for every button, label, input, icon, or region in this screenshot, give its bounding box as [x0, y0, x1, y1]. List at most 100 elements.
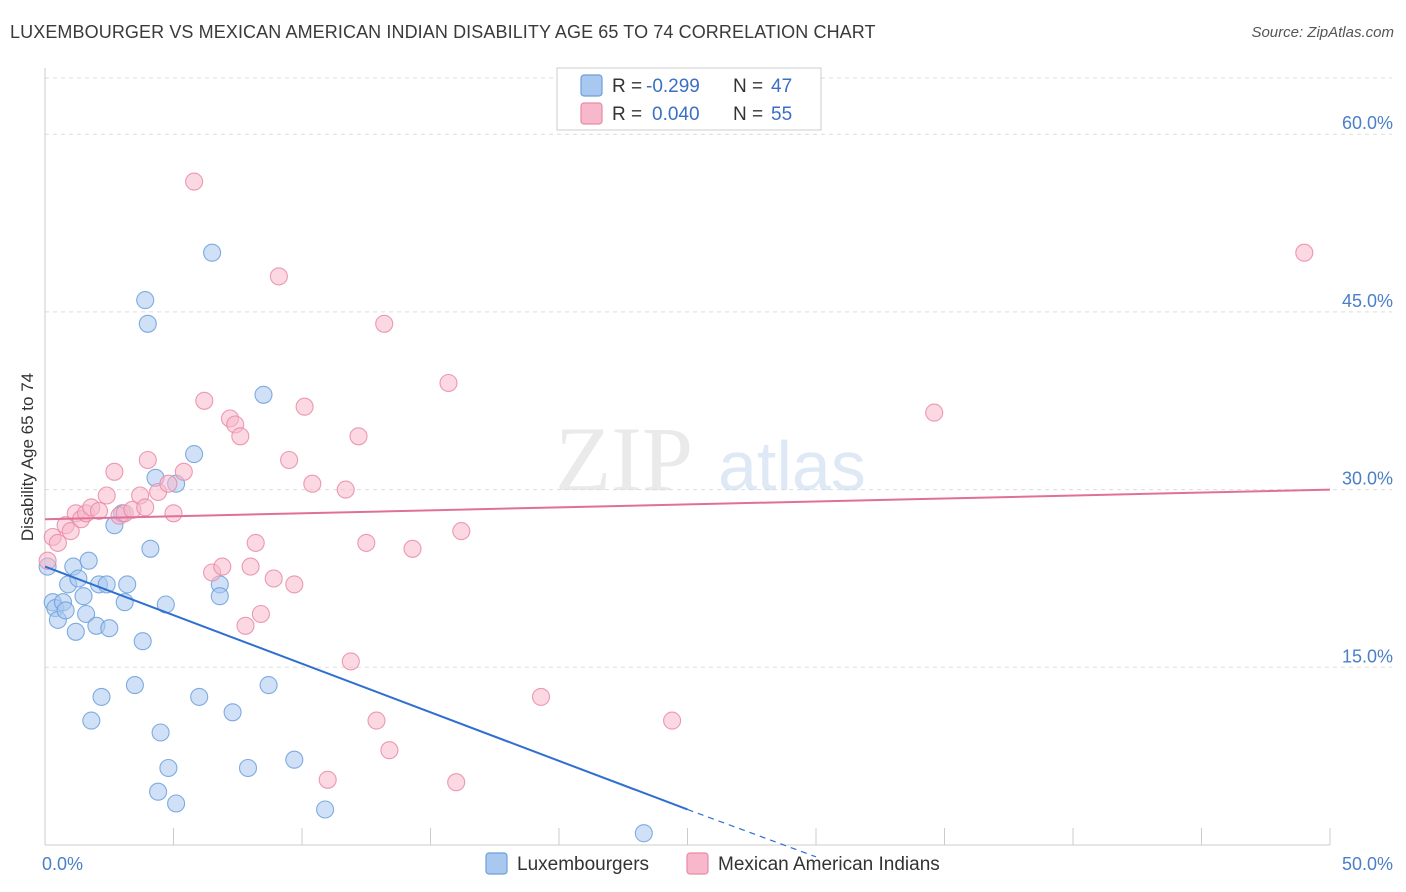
- x-axis: [44, 68, 1331, 846]
- data-point: [264, 569, 283, 588]
- y-tick-label-2: 45.0%: [1342, 291, 1393, 311]
- chart-title: LUXEMBOURGER VS MEXICAN AMERICAN INDIAN …: [10, 22, 876, 42]
- data-point: [269, 267, 288, 286]
- data-point: [89, 501, 109, 520]
- legend-r-label-1: R =: [612, 76, 642, 97]
- data-point: [341, 652, 360, 671]
- gridlines: [45, 77, 1392, 668]
- data-point: [79, 551, 98, 570]
- data-point: [336, 480, 355, 499]
- data-point: [447, 773, 466, 792]
- legend-n-value-2: 55: [771, 104, 792, 125]
- data-point: [634, 824, 653, 843]
- data-point: [316, 800, 335, 819]
- y-axis-label: Disability Age 65 to 74: [18, 373, 37, 541]
- data-point: [174, 462, 193, 481]
- data-point: [48, 533, 67, 552]
- data-point: [246, 533, 265, 552]
- data-point: [92, 687, 111, 706]
- bottom-legend-label-luxembourgers: Luxembourgers: [517, 854, 649, 875]
- bottom-legend-swatch-mexican-american-indians: [686, 852, 709, 875]
- data-point: [380, 741, 399, 760]
- data-point: [195, 391, 214, 410]
- data-point: [97, 486, 116, 505]
- data-point: [241, 557, 260, 576]
- watermark: ZIP atlas: [555, 408, 866, 510]
- data-point: [149, 782, 168, 801]
- legend-n-label-1: N =: [733, 76, 763, 97]
- data-point: [203, 243, 222, 262]
- y-tick-labels: 15.0% 30.0% 45.0% 60.0%: [1342, 113, 1393, 666]
- source-credit: Source: ZipAtlas.com: [1251, 24, 1394, 41]
- legend: R = -0.299 N = 47 R = 0.040 N = 55: [556, 67, 822, 131]
- data-point: [375, 314, 394, 333]
- data-point: [136, 498, 155, 517]
- data-point: [280, 450, 299, 470]
- data-point: [439, 373, 458, 393]
- data-point: [190, 687, 209, 706]
- data-point: [251, 604, 270, 624]
- data-point: [159, 474, 178, 493]
- data-point: [357, 533, 376, 552]
- data-point: [138, 314, 157, 333]
- data-point: [285, 750, 304, 769]
- bottom-legend-swatch-luxembourgers: [485, 852, 508, 875]
- legend-r-value-1: -0.299: [646, 76, 700, 97]
- data-point: [236, 616, 255, 635]
- y-tick-label-0: 15.0%: [1342, 646, 1393, 666]
- data-point: [185, 172, 204, 191]
- points-layer: [38, 172, 1314, 843]
- data-point: [105, 462, 124, 481]
- trend-layer: [44, 488, 1331, 858]
- data-point: [38, 551, 57, 570]
- trend-line-mexican-american-indians: [44, 488, 1331, 521]
- data-point: [138, 450, 157, 470]
- data-point: [210, 587, 229, 606]
- data-point: [318, 770, 337, 789]
- data-point: [167, 794, 186, 813]
- series-luxembourgers: [38, 243, 653, 843]
- trend-line-luxembourgers-extension: [687, 808, 817, 858]
- data-point: [82, 711, 101, 730]
- data-point: [125, 676, 144, 695]
- data-point: [136, 291, 155, 310]
- y-tick-label-1: 30.0%: [1342, 469, 1393, 489]
- data-point: [185, 445, 204, 464]
- x-tick-label-min: 0.0%: [42, 854, 83, 874]
- data-point: [349, 427, 368, 446]
- legend-r-label-2: R =: [612, 104, 642, 125]
- bottom-legend: Luxembourgers Mexican American Indians: [485, 852, 940, 875]
- data-point: [159, 758, 178, 778]
- data-point: [118, 575, 137, 594]
- data-point: [285, 575, 304, 594]
- data-point: [56, 601, 75, 620]
- watermark-atlas: atlas: [718, 427, 866, 505]
- trend-line-luxembourgers: [44, 565, 688, 811]
- data-point: [254, 385, 273, 404]
- data-point: [141, 539, 160, 558]
- legend-n-label-2: N =: [733, 104, 763, 125]
- x-tick-label-max: 50.0%: [1342, 854, 1393, 874]
- data-point: [403, 539, 422, 558]
- data-point: [61, 522, 80, 541]
- data-point: [213, 557, 232, 576]
- data-point: [151, 723, 170, 742]
- data-point: [295, 397, 314, 416]
- data-point: [259, 676, 278, 695]
- data-point: [100, 619, 119, 638]
- data-point: [303, 474, 322, 493]
- legend-swatch-luxembourgers: [580, 74, 603, 97]
- data-point: [231, 427, 250, 446]
- data-point: [77, 604, 96, 624]
- legend-r-value-2: 0.040: [652, 104, 700, 125]
- data-point: [663, 711, 682, 730]
- y-tick-label-3: 60.0%: [1342, 113, 1393, 133]
- data-point: [1295, 243, 1314, 262]
- data-point: [164, 504, 183, 523]
- data-point: [66, 622, 85, 641]
- data-point: [531, 687, 551, 706]
- data-point: [223, 703, 242, 722]
- data-point: [452, 522, 471, 541]
- data-point: [133, 632, 152, 651]
- legend-n-value-1: 47: [771, 76, 792, 97]
